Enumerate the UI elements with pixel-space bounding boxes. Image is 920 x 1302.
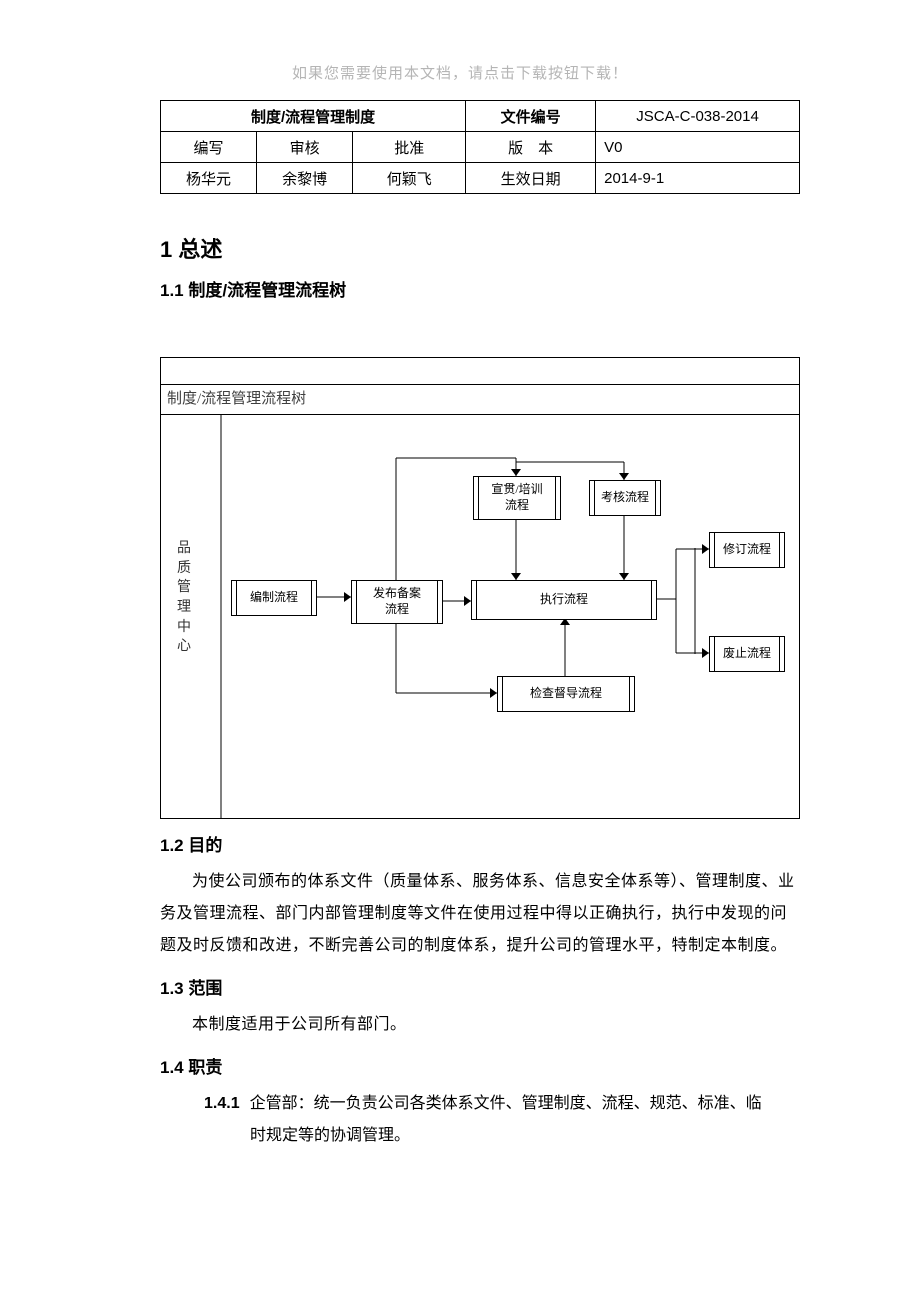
flow-node-train: 宣贯/培训流程	[473, 476, 561, 520]
hdr-r2c3: 批准	[353, 132, 466, 163]
hdr-r3c2: 余黎博	[257, 163, 353, 194]
doc-title-cell: 制度/流程管理制度	[161, 101, 466, 132]
hdr-r2c2: 审核	[257, 132, 353, 163]
flow-node-label: 考核流程	[601, 490, 649, 506]
document-page: 如果您需要使用本文档，请点击下载按钮下载！ 制度/流程管理制度 文件编号 JSC…	[0, 0, 920, 1302]
section-1-4-1-line2: 时规定等的协调管理。	[250, 1120, 800, 1152]
flow-node-exec: 执行流程	[471, 580, 657, 620]
section-1-4-1-number: 1.4.1	[204, 1095, 240, 1112]
heading-1-4: 1.4 职责	[160, 1053, 800, 1078]
section-1-2-body: 为使公司颁布的体系文件（质量体系、服务体系、信息安全体系等）、管理制度、业务及管…	[160, 866, 800, 962]
heading-1-3: 1.3 范围	[160, 974, 800, 999]
heading-1: 1 总述	[160, 232, 800, 264]
download-notice: 如果您需要使用本文档，请点击下载按钮下载！	[0, 62, 920, 83]
flow-node-assess: 考核流程	[589, 480, 661, 516]
flow-node-label: 编制流程	[250, 590, 298, 606]
flow-node-label: 发布备案流程	[373, 586, 421, 617]
hdr-r3c3: 何颖飞	[353, 163, 466, 194]
hdr-r2c4: 版 本	[466, 132, 596, 163]
doc-no-value: JSCA-C-038-2014	[596, 101, 800, 132]
hdr-r2c5: V0	[596, 132, 800, 163]
hdr-r3c1: 杨华元	[161, 163, 257, 194]
flow-node-abolish: 废止流程	[709, 636, 785, 672]
flow-node-compile: 编制流程	[231, 580, 317, 616]
flow-node-label: 检查督导流程	[530, 686, 602, 702]
flow-node-label: 执行流程	[540, 592, 588, 608]
heading-1-1: 1.1 制度/流程管理流程树	[160, 276, 800, 301]
doc-no-label: 文件编号	[466, 101, 596, 132]
flow-node-revise: 修订流程	[709, 532, 785, 568]
hdr-r2c1: 编写	[161, 132, 257, 163]
hdr-r3c4: 生效日期	[466, 163, 596, 194]
hdr-r3c5: 2014-9-1	[596, 163, 800, 194]
flow-node-label: 宣贯/培训流程	[491, 482, 542, 513]
document-header-table: 制度/流程管理制度 文件编号 JSCA-C-038-2014 编写 审核 批准 …	[160, 100, 800, 194]
flow-node-label: 废止流程	[723, 646, 771, 662]
section-1-3-body: 本制度适用于公司所有部门。	[160, 1009, 800, 1041]
document-body: 1 总述 1.1 制度/流程管理流程树 制度/流程管理流程树 品质管理中心 编制…	[160, 210, 800, 1152]
flowchart-diagram: 制度/流程管理流程树 品质管理中心 编制流程发布备案流程执行流程宣贯/培训流程考…	[160, 357, 800, 819]
section-1-4-1-line1: 1.4.1 企管部：统一负责公司各类体系文件、管理制度、流程、规范、标准、临	[204, 1088, 800, 1120]
heading-1-2: 1.2 目的	[160, 831, 800, 856]
flow-node-label: 修订流程	[723, 542, 771, 558]
section-1-4-1-text-a: 企管部：统一负责公司各类体系文件、管理制度、流程、规范、标准、临	[250, 1095, 762, 1112]
flow-node-publish: 发布备案流程	[351, 580, 443, 624]
flow-node-inspect: 检查督导流程	[497, 676, 635, 712]
flowchart-container: 制度/流程管理流程树 品质管理中心 编制流程发布备案流程执行流程宣贯/培训流程考…	[160, 357, 800, 819]
